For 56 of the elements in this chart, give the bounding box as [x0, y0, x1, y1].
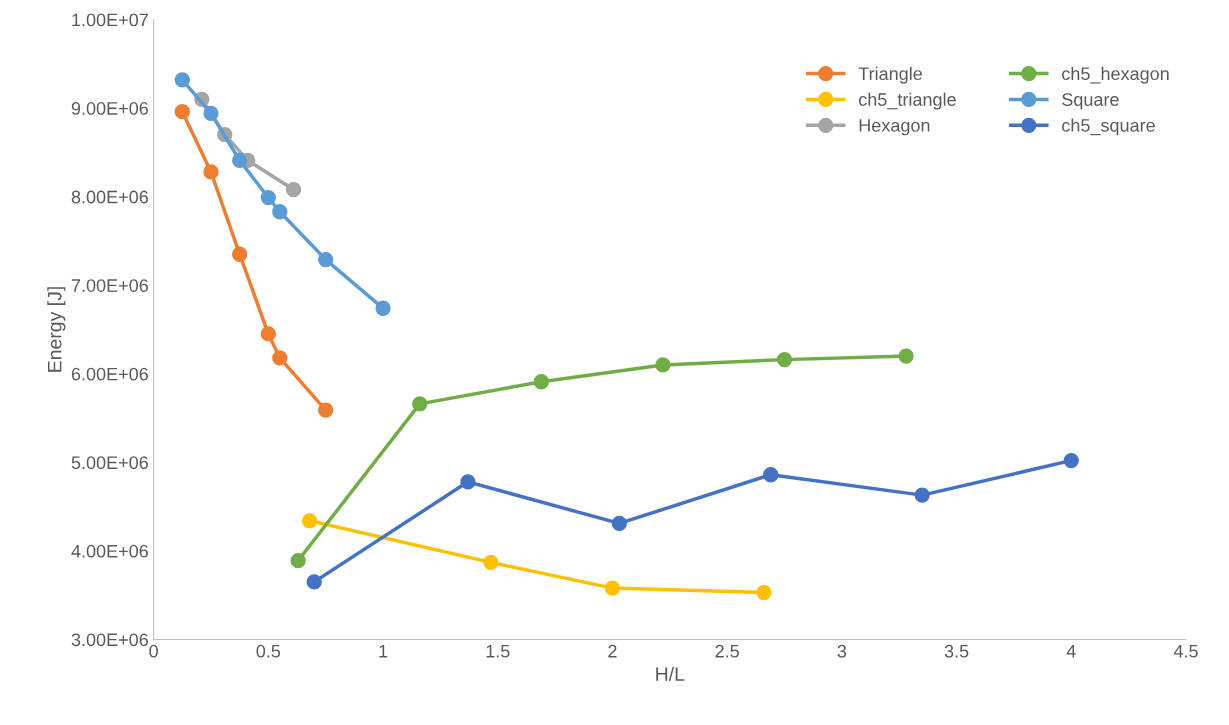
- legend-label: ch5_triangle: [859, 92, 956, 110]
- point: [203, 164, 219, 180]
- y-tick-label: 7.00E+06: [71, 279, 148, 292]
- y-tick-label: 4.00E+06: [71, 544, 148, 558]
- point: [272, 204, 288, 220]
- x-tick-label: 1: [379, 644, 388, 658]
- point: [174, 104, 190, 120]
- y-tick-label: 3.00E+06: [71, 633, 148, 647]
- point: [232, 246, 248, 262]
- point: [483, 554, 499, 571]
- x-tick-label: 4.5: [1173, 644, 1198, 658]
- point: [655, 357, 671, 373]
- point: [260, 326, 276, 342]
- point: [412, 396, 428, 412]
- legend-label: ch5_hexagon: [1062, 66, 1169, 84]
- point: [604, 580, 621, 596]
- x-axis-title: H/L: [656, 666, 685, 681]
- point: [375, 300, 391, 316]
- point: [232, 152, 248, 169]
- point: [460, 474, 476, 490]
- y-tick-label: 6.00E+06: [71, 367, 148, 381]
- point: [611, 515, 627, 532]
- point: [203, 105, 219, 122]
- x-tick-label: 3: [837, 644, 847, 658]
- y-tick-label: 1.00E+07: [72, 13, 148, 27]
- legend-label: ch5_square: [1062, 118, 1155, 136]
- x-tick-label: 1.5: [486, 644, 510, 658]
- x-tick-label: 2.5: [715, 644, 739, 658]
- point: [318, 402, 334, 418]
- y-axis-title: Energy [J]: [47, 287, 66, 372]
- y-tick-label: 8.00E+06: [71, 190, 148, 204]
- x-tick-label: 3.5: [944, 644, 969, 658]
- x-tick-label: 4: [1066, 644, 1076, 658]
- x-tick-label: 0.5: [256, 644, 281, 658]
- point: [533, 374, 549, 390]
- x-tick-label: 0: [149, 644, 158, 658]
- point: [290, 552, 306, 569]
- point: [898, 348, 914, 364]
- point: [763, 467, 779, 483]
- point: [756, 584, 772, 601]
- y-tick-label: 5.00E+06: [71, 456, 148, 470]
- legend-label: Triangle: [858, 66, 922, 84]
- point: [260, 189, 276, 206]
- point: [174, 72, 190, 88]
- point: [272, 350, 288, 366]
- point: [301, 513, 318, 529]
- point: [1063, 452, 1079, 469]
- x-tick-label: 2: [608, 644, 617, 658]
- point: [318, 251, 334, 268]
- point: [306, 574, 322, 590]
- point: [776, 351, 793, 368]
- y-tick-label: 9.00E+06: [71, 102, 148, 115]
- point: [914, 487, 930, 503]
- point: [285, 181, 302, 198]
- legend-label: Square: [1062, 93, 1119, 110]
- legend-label: Hexagon: [859, 119, 930, 136]
